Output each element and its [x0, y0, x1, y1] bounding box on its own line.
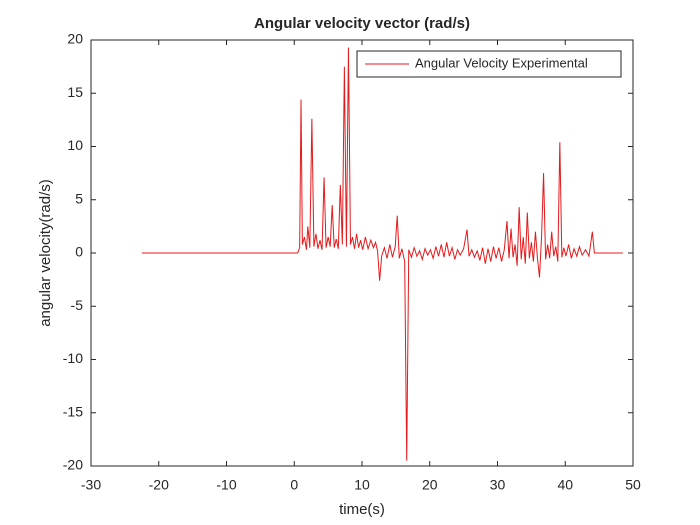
y-tick-label: -5 [71, 297, 84, 313]
x-tick-label: 10 [354, 477, 370, 493]
legend-label: Angular Velocity Experimental [415, 55, 588, 70]
x-tick-label: 40 [557, 477, 573, 493]
x-tick-label: -30 [81, 477, 101, 493]
x-tick-label: 50 [625, 477, 641, 493]
x-tick-label: 0 [290, 477, 298, 493]
y-tick-label: 5 [75, 190, 83, 206]
x-tick-label: -20 [149, 477, 169, 493]
y-tick-label: 15 [67, 84, 83, 100]
y-tick-label: -10 [63, 350, 83, 366]
y-tick-label: 20 [67, 31, 83, 47]
data-line [141, 47, 623, 461]
x-tick-label: 20 [422, 477, 438, 493]
y-tick-label: -15 [63, 403, 83, 419]
x-tick-label: 30 [490, 477, 506, 493]
y-tick-label: 10 [67, 137, 83, 153]
y-tick-label: -20 [63, 457, 83, 473]
x-axis-label: time(s) [339, 501, 385, 518]
y-axis-label: angular velocity(rad/s) [37, 179, 54, 327]
chart-title: Angular velocity vector (rad/s) [254, 15, 470, 32]
x-tick-label: -10 [216, 477, 236, 493]
y-tick-label: 0 [75, 244, 83, 260]
